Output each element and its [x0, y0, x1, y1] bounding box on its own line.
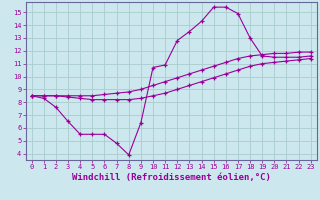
X-axis label: Windchill (Refroidissement éolien,°C): Windchill (Refroidissement éolien,°C) — [72, 173, 271, 182]
